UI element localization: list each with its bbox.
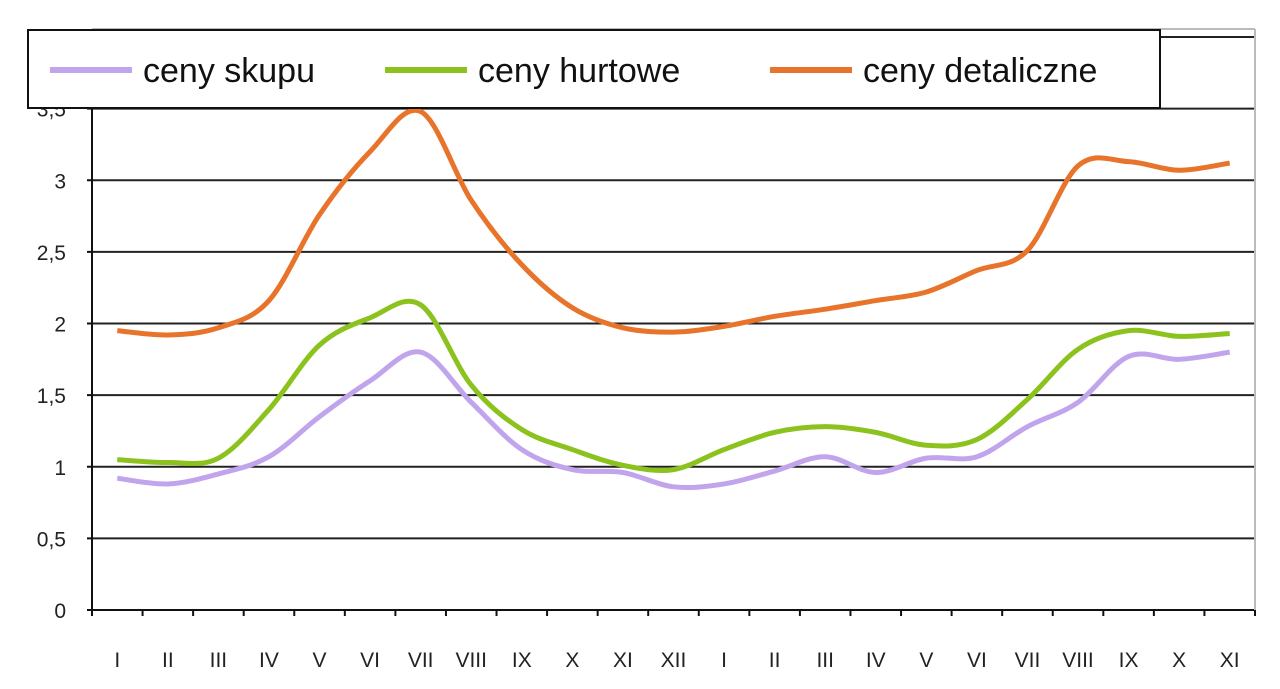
x-tick-label: VIII [1062, 649, 1094, 672]
y-tick-label: 1 [54, 457, 66, 480]
y-tick-labels: 00,511,522,533,54 [37, 27, 67, 623]
y-tick-label: 1,5 [37, 385, 66, 408]
x-tick-label: X [1172, 649, 1186, 672]
y-tick-label: 0,5 [37, 528, 66, 551]
y-tick-label: 0 [54, 600, 66, 623]
x-tick-label: XI [613, 649, 633, 672]
legend-label-2: ceny detaliczne [863, 52, 1097, 90]
x-tick-label: IV [866, 649, 886, 672]
y-tick-label: 2,5 [37, 242, 66, 265]
x-tick-label: IV [259, 649, 279, 672]
x-tick-label: II [769, 649, 781, 672]
legend-box [27, 29, 1161, 109]
x-tick-label: II [162, 649, 174, 672]
x-tick-label: X [565, 649, 579, 672]
x-tick-label: IX [1119, 649, 1139, 672]
series-lines [116, 107, 1231, 491]
gridlines [92, 36, 1255, 611]
x-tick-label: I [114, 649, 120, 672]
x-tick-labels: I II III IV V VI VII VIII IX X XI XII I II III IV V VI VII… [114, 649, 1239, 672]
series-line-1 [117, 298, 1230, 474]
x-tick-label: VII [408, 649, 434, 672]
x-tick-label: III [816, 649, 834, 672]
x-tick-label: III [210, 649, 228, 672]
x-tick-label: XII [661, 649, 687, 672]
x-tick-label: I [721, 649, 727, 672]
series-line-2 [117, 107, 1231, 338]
legend-label-1: ceny hurtowe [478, 52, 680, 90]
legend: ceny skupu ceny hurtowe ceny detaliczne [27, 29, 1161, 109]
x-tick-label: XI [1220, 649, 1240, 672]
x-tick-label: V [919, 649, 933, 672]
x-tick-label: VIII [455, 649, 487, 672]
legend-label-0: ceny skupu [143, 52, 315, 90]
x-tick-label: VI [967, 649, 987, 672]
x-tick-label: VII [1015, 649, 1041, 672]
series-line-0 [116, 349, 1231, 491]
x-tick-label: V [313, 649, 327, 672]
x-tick-label: VI [360, 649, 380, 672]
x-tick-label: IX [512, 649, 532, 672]
y-tick-label: 2 [54, 314, 66, 337]
y-tick-label: 3 [54, 170, 66, 193]
